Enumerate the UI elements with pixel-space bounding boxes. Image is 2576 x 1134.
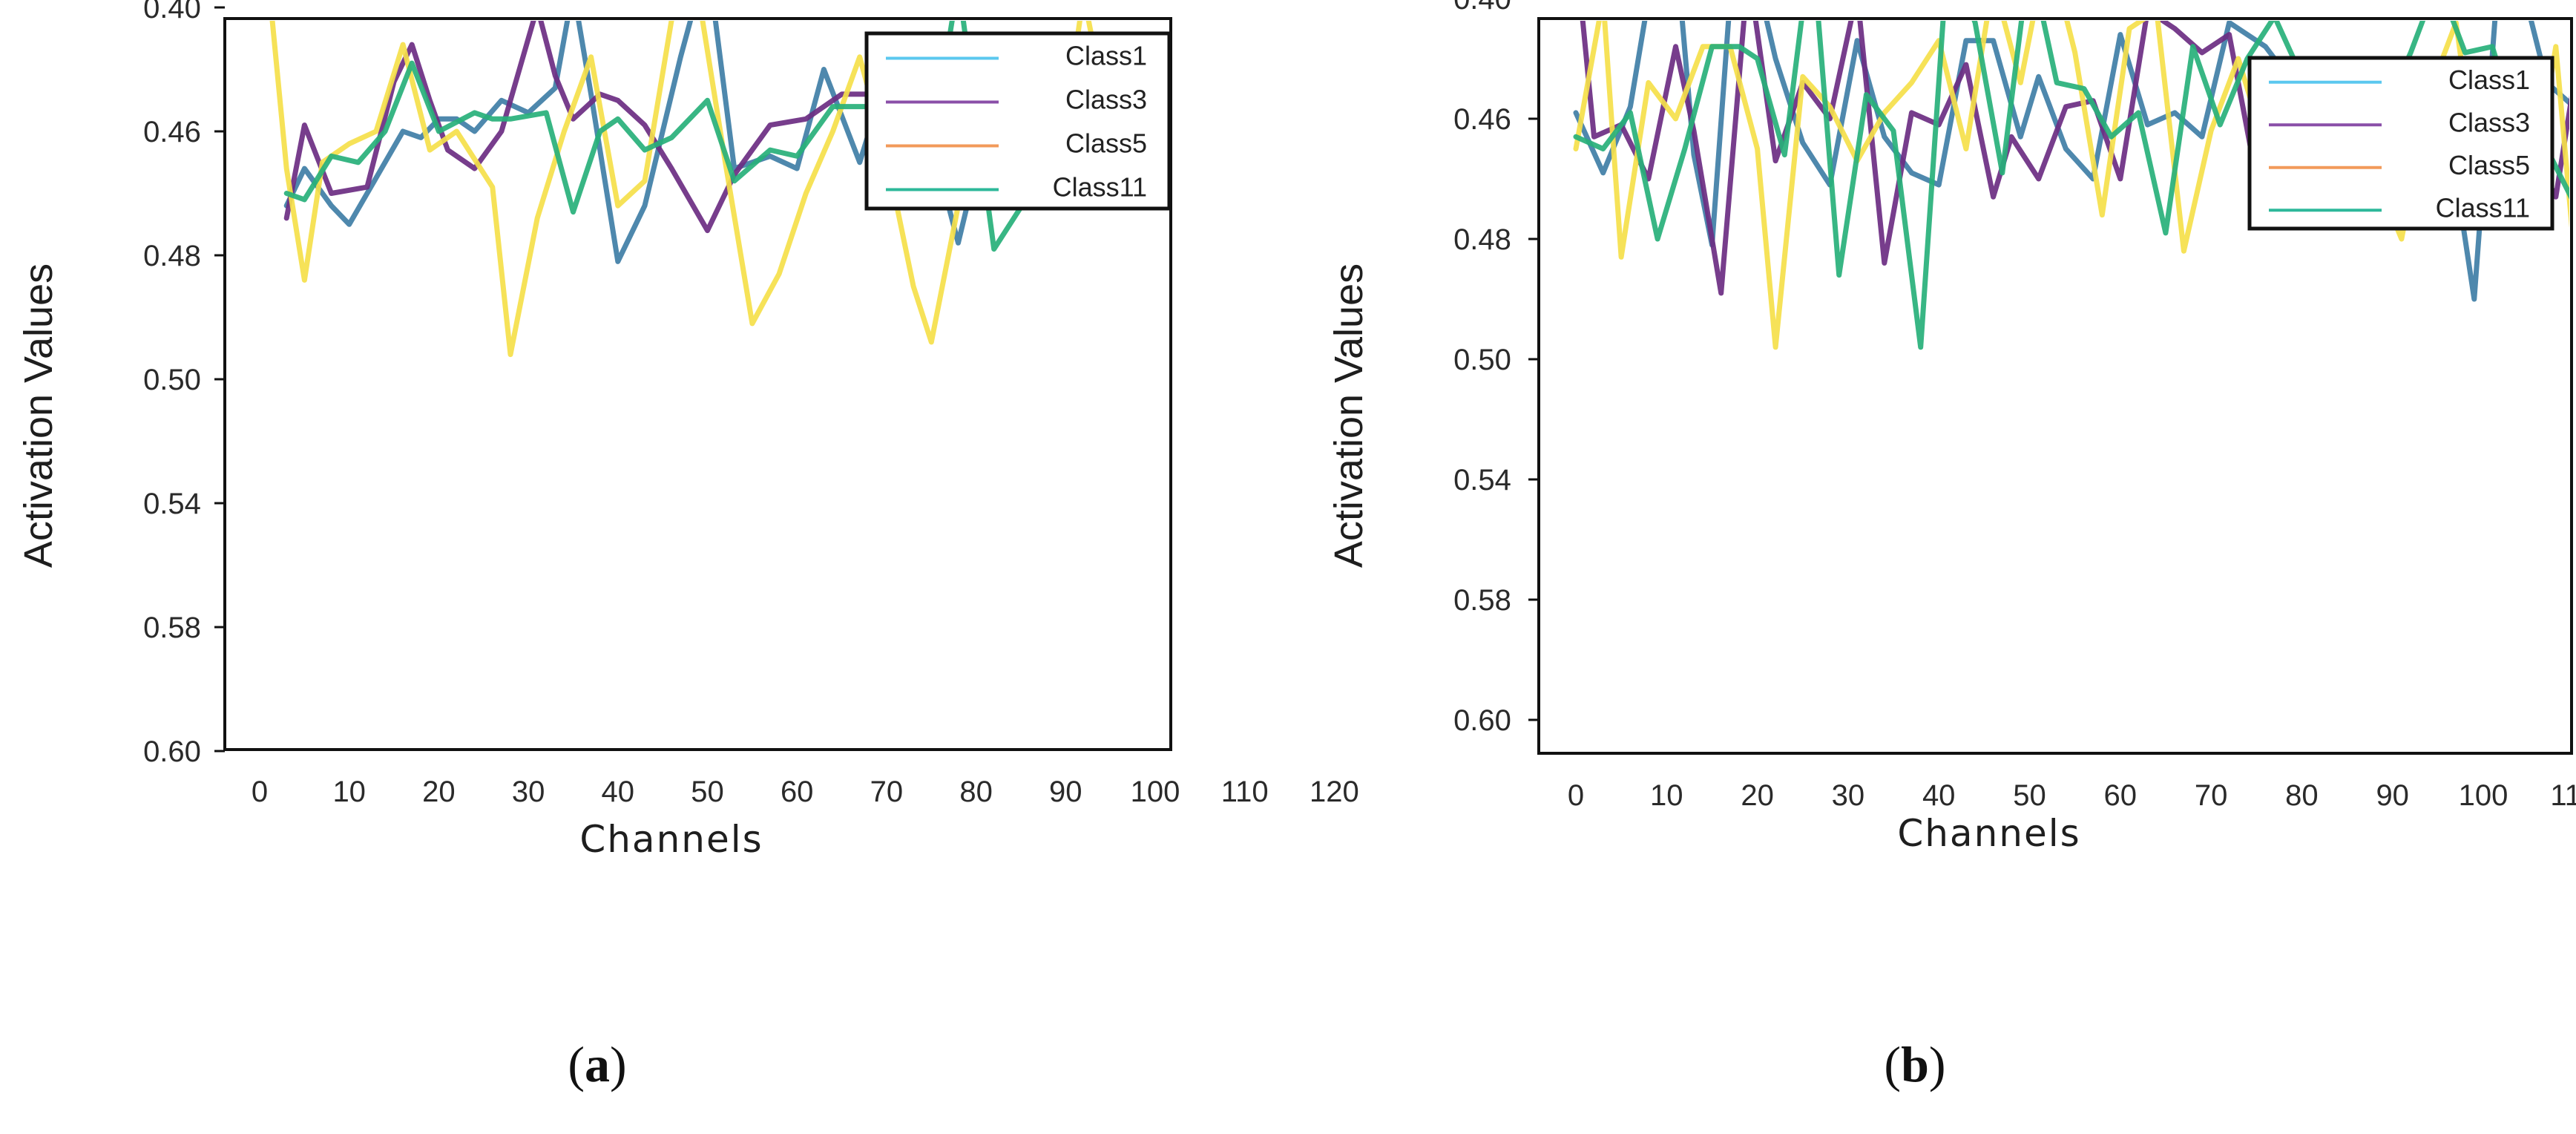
plot-frame xyxy=(223,17,1172,751)
x-tick-label: 40 xyxy=(602,776,635,808)
y-tick-label: 0.46 xyxy=(1453,103,1511,136)
x-tick-label: 70 xyxy=(2195,779,2228,812)
legend-label-class5: Class5 xyxy=(2448,150,2530,180)
series-line-class11 xyxy=(283,21,1169,252)
y-tick-label: 0.58 xyxy=(143,612,201,644)
legend-label-class1: Class1 xyxy=(2448,65,2530,95)
x-tick-label: 0 xyxy=(252,776,268,808)
panel-label-a: (a) xyxy=(568,1036,627,1092)
x-axis-label: Channels xyxy=(1897,812,2080,855)
legend-label-class5: Class5 xyxy=(1065,128,1147,159)
legend-label-class3: Class3 xyxy=(2448,107,2530,137)
x-tick-label: 60 xyxy=(2104,779,2138,812)
x-axis-label: Channels xyxy=(579,818,763,861)
y-tick-label: 0.58 xyxy=(1453,584,1511,617)
x-tick-label: 10 xyxy=(1650,779,1683,812)
y-tick-label: 0.54 xyxy=(143,488,201,520)
line-chart-a: 0.60 0.58 0.54 0.50 0.48 0.46 0.40 0 10 20 30 40 50 6… xyxy=(16,0,1359,861)
y-tick-label: 0.50 xyxy=(143,364,201,396)
chart-panel-b: 0.60 0.58 0.54 0.50 0.48 0.46 0.40 0 10 20 30 40 50 6… xyxy=(1288,0,2576,1134)
x-tick-label: 90 xyxy=(1049,776,1082,808)
chart-panel-a: 0.60 0.58 0.54 0.50 0.48 0.46 0.40 0 10 20 30 40 50 6… xyxy=(16,0,1359,1092)
x-tick-label: 50 xyxy=(2013,779,2046,812)
panel-label-b: (b) xyxy=(1884,1036,1946,1092)
x-tick-label: 100 xyxy=(2459,779,2508,812)
legend-label-class3: Class3 xyxy=(1065,85,1147,115)
x-tick-label: 60 xyxy=(781,776,814,808)
x-tick-label: 100 xyxy=(1131,776,1180,808)
legend-label-class11: Class11 xyxy=(1053,172,1147,203)
x-tick-label: 0 xyxy=(1568,779,1584,812)
plot-frame xyxy=(1537,17,2573,755)
x-tick-label: 10 xyxy=(332,776,366,808)
x-tick-label: 80 xyxy=(959,776,993,808)
legend-box xyxy=(864,31,1172,211)
y-tick-label: 0.54 xyxy=(1453,464,1511,496)
x-tick-label: 70 xyxy=(870,776,904,808)
y-tick-label: 0.60 xyxy=(1453,704,1511,737)
x-tick-label: 50 xyxy=(691,776,724,808)
line-chart-b: 0.60 0.58 0.54 0.50 0.48 0.46 0.40 0 10 20 30 40 50 6… xyxy=(1327,0,2576,855)
series-line-class1 xyxy=(1573,21,2569,302)
legend-box xyxy=(2247,56,2554,231)
x-tick-label: 30 xyxy=(512,776,545,808)
x-tick-label: 110 xyxy=(1221,776,1269,808)
legend: Class1 Class3 Class5 Class11 xyxy=(864,31,1172,211)
series-line-class11 xyxy=(1573,21,2569,350)
y-tick-label: 0.60 xyxy=(143,735,201,768)
y-tick-label: 0.46 xyxy=(143,116,201,148)
x-tick-label: 120 xyxy=(1310,776,1359,808)
y-axis-label: Activation Values xyxy=(1327,263,1371,568)
y-tick-label: 0.50 xyxy=(1453,344,1511,376)
x-tick-label: 80 xyxy=(2285,779,2319,812)
y-axis-label: Activation Values xyxy=(16,263,61,568)
y-tick-label: 0.48 xyxy=(1453,223,1511,256)
x-tick-label: 90 xyxy=(2376,779,2409,812)
legend: Class1 Class3 Class5 Class11 xyxy=(2247,56,2554,231)
y-tick-label: 0.48 xyxy=(143,240,201,272)
x-tick-label: 20 xyxy=(1741,779,1774,812)
y-tick-label: 0.40 xyxy=(143,0,201,24)
x-tick-label: 30 xyxy=(1832,779,1865,812)
x-tick-label: 40 xyxy=(1922,779,1956,812)
legend-label-class1: Class1 xyxy=(1065,41,1147,71)
x-tick-label: 110 xyxy=(2550,779,2576,812)
legend-label-class11: Class11 xyxy=(2436,192,2530,223)
x-tick-label: 20 xyxy=(422,776,456,808)
y-tick-label: 0.40 xyxy=(1453,0,1511,16)
